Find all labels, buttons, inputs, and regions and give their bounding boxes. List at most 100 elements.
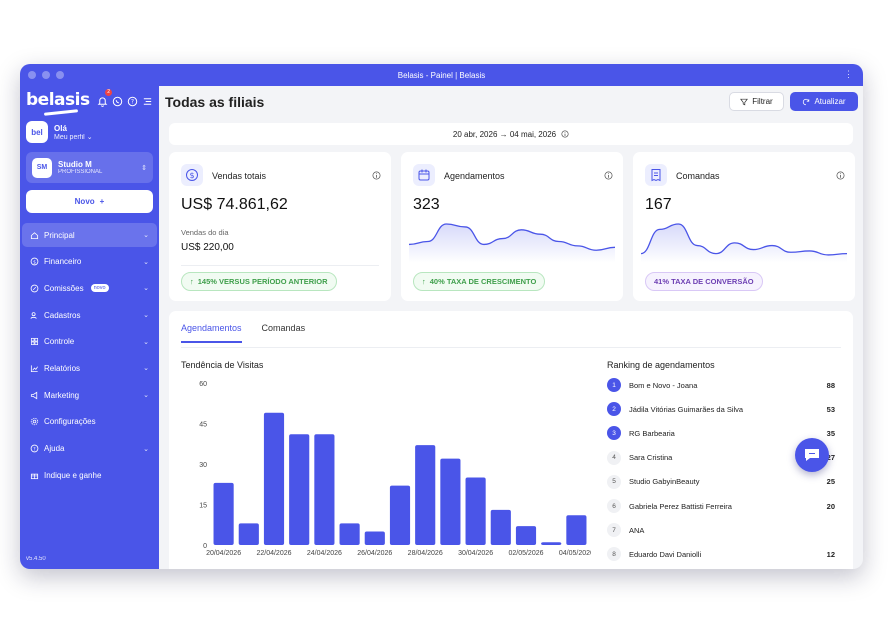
sparkline-line	[641, 223, 847, 256]
svg-text:?: ?	[131, 99, 134, 106]
chevron-down-icon: ⌄	[143, 258, 149, 266]
y-tick-label: 0	[203, 543, 207, 550]
sidebar-item-marketing[interactable]: Marketing ⌄	[22, 383, 157, 407]
profile[interactable]: bel Olá Meu perfil ⌄	[26, 121, 93, 143]
arrow-up-icon: ↑	[190, 277, 194, 286]
x-tick-label: 22/04/2026	[256, 550, 291, 557]
window-controls[interactable]	[28, 71, 64, 79]
info-icon	[561, 130, 569, 138]
rank-name: Jádila Vitórias Guimarães da Silva	[629, 404, 744, 414]
whatsapp-icon[interactable]	[112, 94, 123, 107]
filter-button[interactable]: Filtrar	[729, 92, 784, 111]
menu-icon[interactable]	[142, 94, 153, 105]
main-content: Todas as filiais Filtrar Atualizar 20 ab…	[159, 86, 863, 569]
filter-icon	[740, 98, 749, 105]
sidebar-item-label: Cadastros	[44, 310, 81, 320]
sidebar-item-indique[interactable]: Indique e ganhe	[22, 463, 157, 487]
bar[interactable]	[289, 434, 310, 545]
bell-icon[interactable]: 2	[97, 89, 112, 107]
bar[interactable]	[490, 509, 511, 545]
x-tick-label: 30/04/2026	[458, 550, 493, 557]
sidebar-item-configuracoes[interactable]: Configurações	[22, 410, 157, 434]
rank-number: 6	[607, 499, 621, 514]
info-icon[interactable]	[836, 171, 845, 180]
sidebar-item-label: Configurações	[44, 417, 96, 427]
sidebar-item-relatorios[interactable]: Relatórios ⌄	[22, 356, 157, 380]
plus-icon: +	[99, 197, 105, 206]
bar[interactable]	[541, 542, 562, 545]
bar[interactable]	[263, 412, 285, 545]
list-item[interactable]: 3 RG Barbearia 35	[607, 421, 835, 445]
bar[interactable]	[465, 477, 486, 546]
more-vertical-icon[interactable]: ⋮	[844, 69, 853, 79]
receipt-icon	[645, 164, 667, 186]
date-range-picker[interactable]: 20 abr, 2026 → 04 mai, 2026	[169, 123, 853, 145]
y-tick-label: 15	[199, 503, 207, 510]
sales-day-label: Vendas do dia	[181, 228, 229, 237]
arrow-up-icon: ↑	[422, 277, 426, 286]
users-icon	[30, 311, 37, 319]
sales-growth-pill: ↑ 145% VERSUS PERÍODO ANTERIOR	[181, 272, 337, 291]
dollar-icon: $	[181, 164, 203, 186]
chat-button[interactable]	[795, 438, 829, 472]
rank-number: 7	[607, 523, 621, 538]
info-icon[interactable]	[604, 171, 613, 180]
page-title: Todas as filiais	[165, 94, 265, 110]
bar[interactable]	[389, 485, 411, 545]
refresh-icon	[803, 98, 810, 105]
help-circle-icon[interactable]: ?	[127, 94, 138, 107]
new-button-label: Novo	[74, 197, 95, 206]
bar[interactable]	[364, 531, 385, 546]
sales-card: $ Vendas totais US$ 74.861,62 Vendas do …	[169, 152, 391, 301]
tab-agendamentos[interactable]: Agendamentos	[181, 323, 242, 343]
list-item[interactable]: 2 Jádila Vitórias Guimarães da Silva 53	[607, 397, 835, 421]
org-switcher[interactable]: SM Studio M PROFISSIONAL ⇕	[26, 152, 153, 183]
refresh-button[interactable]: Atualizar	[790, 92, 858, 111]
orders-card-title: Comandas	[676, 171, 720, 181]
sidebar-item-comissoes[interactable]: Comissões novo ⌄	[22, 276, 157, 300]
bar[interactable]	[238, 523, 259, 545]
svg-text:$: $	[189, 171, 194, 180]
rank-name: Gabriela Perez Battisti Ferreira	[629, 501, 732, 511]
new-badge: novo	[90, 284, 109, 293]
bar[interactable]	[440, 458, 461, 545]
svg-text:$: $	[33, 259, 36, 265]
chart-icon	[30, 365, 38, 372]
sidebar-item-cadastros[interactable]: Cadastros ⌄	[22, 303, 157, 327]
list-item[interactable]: 4 Sara Cristina 27	[607, 446, 835, 470]
bar[interactable]	[213, 482, 234, 545]
bar[interactable]	[566, 515, 587, 545]
tabs-divider	[181, 347, 841, 348]
x-tick-label: 24/04/2026	[307, 550, 342, 557]
sidebar-item-ajuda[interactable]: ? Ajuda ⌄	[22, 437, 157, 461]
rank-name: Sara Cristina	[629, 453, 673, 463]
rank-name: Bom e Novo - Joana	[629, 380, 698, 390]
sidebar-item-label: Marketing	[44, 390, 80, 400]
sidebar-item-principal[interactable]: Principal ⌄	[22, 223, 157, 247]
rank-number: 1	[607, 378, 621, 393]
bar[interactable]	[339, 523, 360, 545]
list-item[interactable]: 1 Bom e Novo - Joana 88	[607, 373, 835, 397]
sidebar-top-icons: 2 ?	[97, 89, 153, 107]
rank-count: 27	[826, 453, 835, 463]
y-tick-label: 30	[199, 462, 207, 469]
app-window: Belasis - Painel | Belasis ⋮ belasis 2 ?…	[20, 64, 863, 569]
money-icon: $	[30, 257, 39, 266]
sidebar-item-financeiro[interactable]: $ Financeiro ⌄	[22, 250, 157, 274]
sales-growth-text: 145% VERSUS PERÍODO ANTERIOR	[197, 277, 328, 286]
bar[interactable]	[515, 526, 537, 545]
tab-comandas[interactable]: Comandas	[261, 323, 306, 333]
bar[interactable]	[314, 434, 335, 545]
profile-link[interactable]: Meu perfil	[54, 133, 85, 141]
list-item[interactable]: 5 Studio GabyinBeauty 25	[607, 470, 835, 494]
sidebar-item-controle[interactable]: Controle ⌄	[22, 330, 157, 354]
logo[interactable]: belasis	[26, 90, 90, 110]
bar[interactable]	[415, 445, 436, 545]
new-button[interactable]: Novo +	[26, 190, 153, 213]
sales-card-title: Vendas totais	[212, 171, 267, 181]
org-role: PROFISSIONAL	[58, 169, 103, 175]
list-item[interactable]: 8 Eduardo Davi Daniolli 12	[607, 542, 835, 566]
list-item[interactable]: 6 Gabriela Perez Battisti Ferreira 20	[607, 494, 835, 518]
info-icon[interactable]	[372, 171, 381, 180]
list-item[interactable]: 7 ANA	[607, 518, 835, 542]
